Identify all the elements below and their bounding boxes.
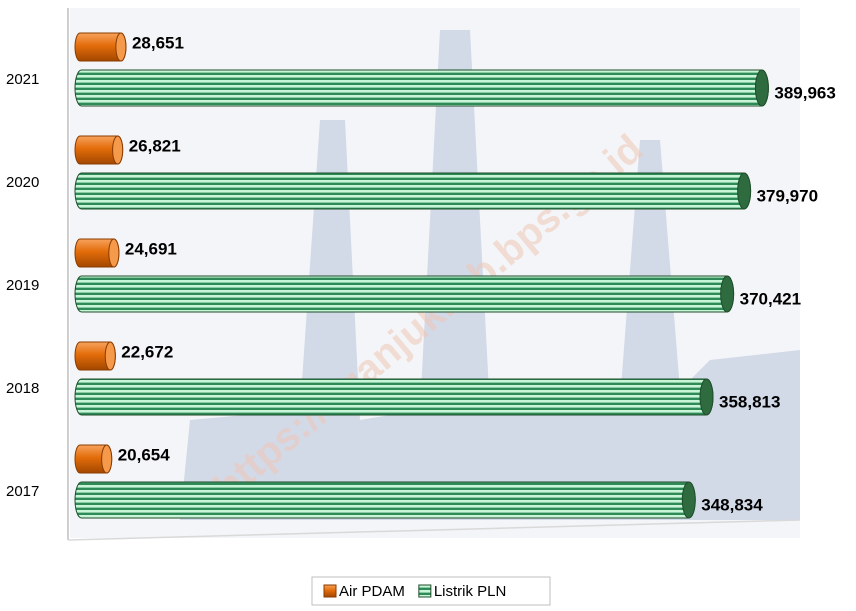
bar-cap [104, 341, 116, 371]
bar-cap [115, 32, 127, 62]
value-label: 20,654 [118, 445, 171, 464]
bar-cap [737, 172, 752, 210]
bar-cap [681, 481, 696, 519]
value-label: 26,821 [129, 136, 181, 155]
value-label: 348,834 [701, 495, 763, 514]
legend-label: Listrik PLN [434, 583, 507, 600]
bar [74, 275, 735, 313]
value-label: 22,672 [121, 342, 173, 361]
y-tick-label: 2021 [6, 71, 39, 88]
y-tick-label: 2017 [6, 483, 39, 500]
value-label: 370,421 [740, 289, 801, 308]
bar [74, 481, 696, 519]
legend-swatch [323, 584, 337, 598]
value-label: 24,691 [125, 239, 177, 258]
legend-swatch [418, 584, 432, 598]
bar [74, 378, 714, 416]
bar-cap [101, 444, 113, 474]
y-tick-label: 2018 [6, 380, 39, 397]
bar [74, 172, 752, 210]
value-label: 358,813 [719, 392, 780, 411]
value-label: 28,651 [132, 33, 184, 52]
bar-cap [108, 238, 120, 268]
bar [74, 69, 769, 107]
value-label: 379,970 [757, 186, 818, 205]
bar-cap [754, 69, 769, 107]
legend: Air PDAM Listrik PLN [311, 576, 551, 606]
legend-label: Air PDAM [339, 583, 405, 600]
value-label: 389,963 [774, 83, 835, 102]
y-tick-label: 2020 [6, 174, 39, 191]
y-tick-label: 2019 [6, 277, 39, 294]
bar-cap [699, 378, 714, 416]
bar-cap [112, 135, 124, 165]
bar-cap [720, 275, 735, 313]
axis-line [67, 519, 801, 541]
